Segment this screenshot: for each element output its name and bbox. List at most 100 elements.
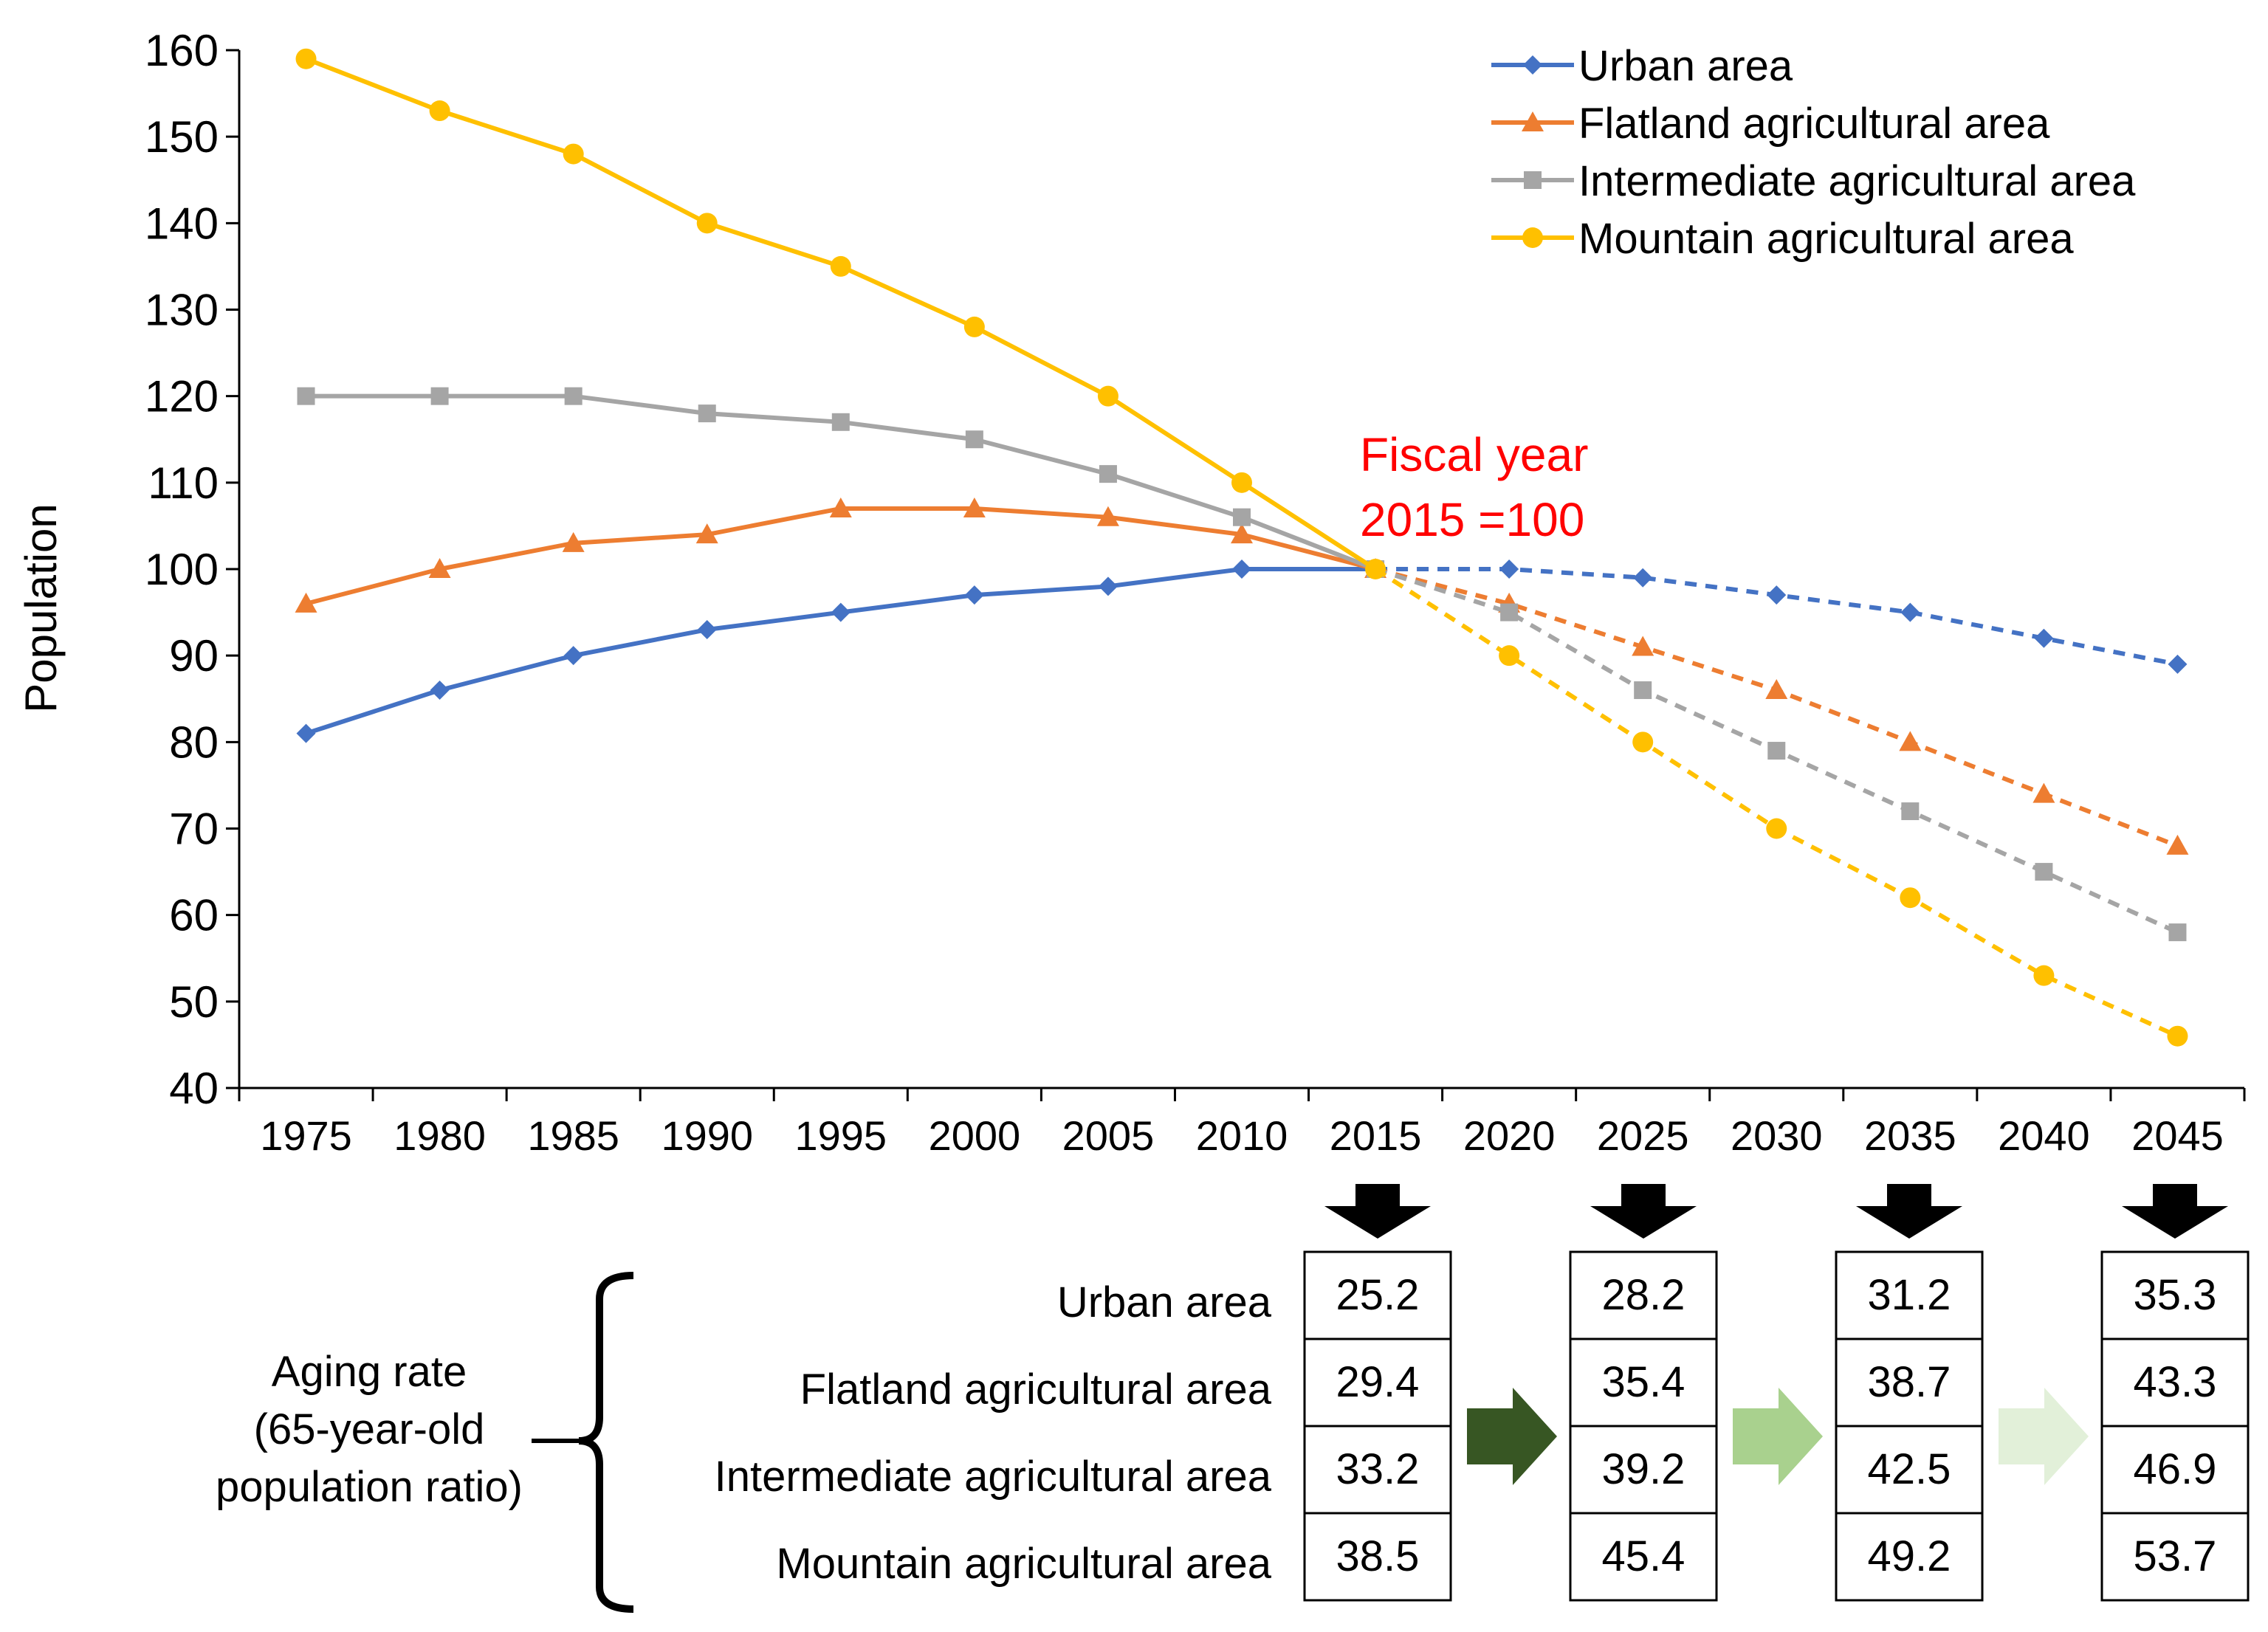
data-point: [296, 723, 316, 743]
series-2: [297, 387, 2187, 942]
data-point: [1632, 636, 1654, 656]
x-tick-label: 2000: [929, 1112, 1021, 1159]
aging-rate-label-line: Aging rate: [272, 1348, 467, 1396]
table-cell: [1569, 1512, 1718, 1602]
x-tick-label: 1995: [795, 1112, 887, 1159]
data-point: [964, 585, 984, 605]
x-tick-label: 2045: [2131, 1112, 2224, 1159]
data-point: [1231, 472, 1252, 493]
aging-rate-label-line: (65-year-old: [254, 1405, 485, 1453]
table-cell-value: 39.2: [1602, 1445, 1685, 1493]
legend-swatch-marker: [1522, 111, 1544, 131]
data-point: [295, 592, 317, 613]
data-point: [563, 646, 583, 666]
table-cell: [1835, 1512, 1984, 1602]
data-point: [829, 497, 852, 517]
table-cell: [1835, 1250, 1984, 1340]
data-point: [1634, 681, 1652, 700]
down-arrow: [1590, 1184, 1697, 1239]
table-cell-value: 43.3: [2134, 1358, 2217, 1406]
series-line-observed: [305, 56, 1377, 571]
data-point: [429, 100, 450, 122]
series-line-observed: [305, 567, 1376, 736]
brace: [578, 1272, 634, 1613]
legend-swatch-marker: [1523, 55, 1542, 75]
y-tick-label: 130: [145, 286, 219, 335]
data-point: [2168, 923, 2187, 942]
data-point: [1098, 576, 1118, 596]
data-point: [963, 497, 986, 517]
legend-label: Flatland agricultural area: [1578, 100, 2050, 148]
down-arrow: [2122, 1184, 2228, 1239]
data-point: [1900, 602, 1920, 622]
table-cell: [2100, 1425, 2250, 1515]
x-tick-label: 2040: [1998, 1112, 2090, 1159]
data-point: [830, 255, 851, 277]
table-cell-value: 53.7: [2134, 1532, 2217, 1580]
x-tick-label: 1975: [260, 1112, 352, 1159]
legend: Urban area Flatland agricultural area Inte…: [1491, 42, 2136, 263]
y-tick-label: 80: [169, 717, 219, 767]
down-arrow: [1324, 1184, 1431, 1239]
y-tick-label: 100: [145, 545, 219, 594]
table-cell-value: 35.4: [1602, 1358, 1685, 1406]
data-point: [430, 681, 450, 700]
table-cell: [1303, 1425, 1452, 1515]
data-point: [696, 213, 718, 234]
legend-swatch-marker: [1524, 171, 1542, 189]
data-point: [698, 404, 716, 423]
table-cell-value: 49.2: [1868, 1532, 1951, 1580]
table-cell: [1569, 1337, 1718, 1428]
x-tick-label: 2020: [1463, 1112, 1556, 1159]
label-layer: Population Fiscal year 2015 =100: [16, 428, 1588, 713]
legend-swatch-marker: [1522, 227, 1543, 248]
data-point: [1499, 560, 1519, 579]
series-line-projected: [1375, 567, 2179, 848]
x-tick-label: 1985: [527, 1112, 619, 1159]
table-cell-value: 45.4: [1602, 1532, 1685, 1580]
series-line-projected: [1375, 567, 2179, 667]
table-cell: [1569, 1250, 1718, 1340]
series-layer: [295, 48, 2189, 1047]
table-cell: [2100, 1250, 2250, 1340]
table-cell-value: 25.2: [1336, 1271, 1420, 1319]
table-cell-value: 31.2: [1868, 1271, 1951, 1319]
table-row-label: Urban area: [1057, 1278, 1272, 1326]
y-tick-label: 160: [145, 26, 219, 75]
table-cell: [2100, 1512, 2250, 1602]
data-point: [428, 558, 451, 578]
table-cell-value: 38.5: [1336, 1532, 1420, 1580]
table-cell-value: 28.2: [1602, 1271, 1685, 1319]
y-tick-label: 60: [169, 891, 219, 940]
table-cell: [1303, 1512, 1452, 1602]
y-tick-label: 40: [169, 1064, 219, 1113]
table-cell: [1303, 1250, 1452, 1340]
table-cell-value: 29.4: [1336, 1358, 1420, 1406]
data-point: [965, 430, 983, 449]
table-cell-value: 46.9: [2134, 1445, 2217, 1493]
table-cell-value: 33.2: [1336, 1445, 1420, 1493]
series-line-observed: [305, 506, 1376, 606]
data-point: [1632, 731, 1654, 753]
y-tick-label: 90: [169, 631, 219, 681]
legend-label: Urban area: [1578, 42, 1793, 90]
data-point: [1499, 645, 1520, 667]
x-tick-label: 2025: [1597, 1112, 1689, 1159]
x-tick-label: 2035: [1864, 1112, 1956, 1159]
data-point: [295, 48, 317, 69]
data-point: [1099, 465, 1117, 483]
down-arrow: [1856, 1184, 1962, 1239]
x-tick-label: 2030: [1731, 1112, 1823, 1159]
data-point: [831, 602, 850, 622]
data-point: [831, 413, 850, 431]
axes: 40 50 60 70 80 90 100 110 120 130 140 150 160 1975 198…: [145, 26, 2246, 1159]
data-point: [695, 523, 718, 544]
data-point: [963, 316, 985, 337]
data-point: [1096, 506, 1119, 526]
series-3: [295, 48, 2188, 1047]
table-cell: [1835, 1425, 1984, 1515]
x-tick-label: 2010: [1196, 1112, 1288, 1159]
data-point: [2035, 863, 2053, 881]
legend-item-0: Urban area: [1491, 42, 1793, 90]
